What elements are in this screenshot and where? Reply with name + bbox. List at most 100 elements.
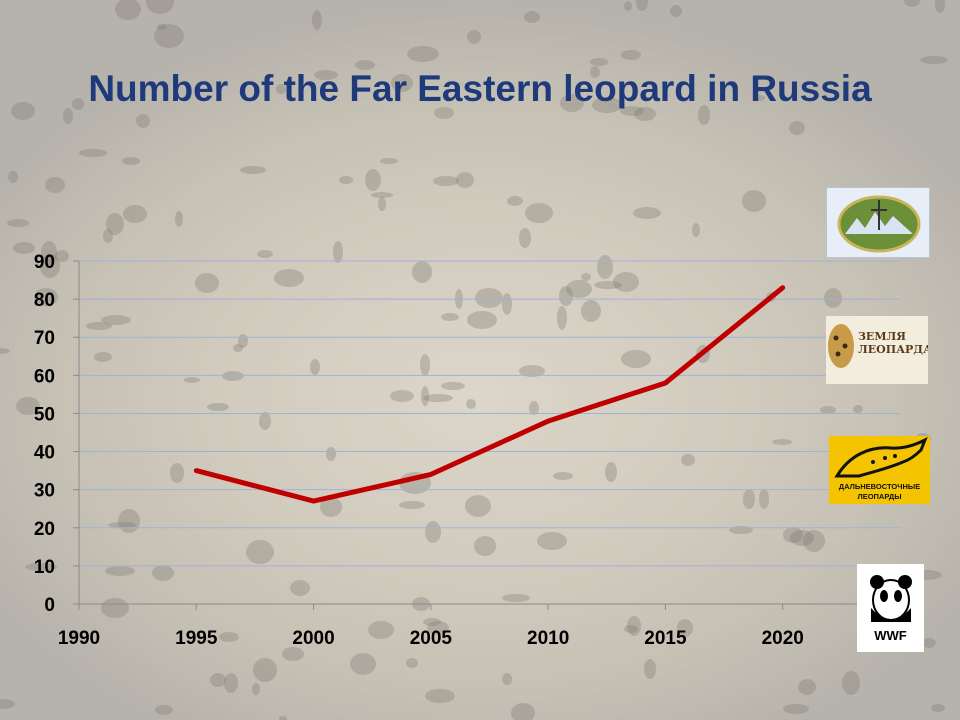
background-spot bbox=[246, 540, 274, 564]
y-tick-label: 40 bbox=[34, 443, 55, 464]
chart-title: Number of the Far Eastern leopard in Rus… bbox=[88, 68, 872, 109]
x-tick-label: 2000 bbox=[292, 628, 334, 649]
far-eastern-leopards-text-1: ДАЛЬНЕВОСТОЧНЫЕ bbox=[838, 482, 921, 491]
x-tick-label: 2020 bbox=[762, 628, 804, 649]
background-spot bbox=[368, 621, 394, 639]
background-spot bbox=[529, 401, 539, 415]
y-tick-label: 10 bbox=[34, 557, 55, 578]
background-spot bbox=[743, 489, 755, 509]
background-spot bbox=[207, 403, 229, 411]
series-line bbox=[193, 285, 786, 504]
y-tick-label: 30 bbox=[34, 481, 55, 502]
background-spot bbox=[314, 70, 338, 80]
background-spot bbox=[441, 382, 465, 390]
background-spot bbox=[772, 439, 792, 445]
background-spot bbox=[136, 114, 150, 128]
background-spot bbox=[423, 394, 453, 402]
background-spot bbox=[355, 60, 375, 70]
background-spot bbox=[34, 288, 58, 306]
x-tick-label: 2010 bbox=[527, 628, 569, 649]
x-tick-label: 2015 bbox=[644, 628, 687, 649]
data-point bbox=[311, 499, 316, 504]
background-spot bbox=[11, 102, 35, 120]
background-spot bbox=[524, 11, 540, 23]
background-spot bbox=[474, 536, 496, 556]
background-spot bbox=[106, 213, 124, 235]
x-tick-label: 1995 bbox=[175, 628, 218, 649]
background-spot bbox=[677, 619, 693, 637]
background-spot bbox=[406, 658, 418, 668]
background-spot bbox=[537, 532, 567, 550]
background-spot bbox=[742, 190, 766, 212]
background-spot bbox=[581, 273, 591, 281]
background-spot bbox=[371, 192, 393, 198]
data-point bbox=[194, 468, 199, 473]
background-spot bbox=[502, 594, 530, 602]
background-spot bbox=[146, 0, 174, 14]
background-spot bbox=[621, 50, 641, 60]
background-spot bbox=[101, 315, 131, 325]
wwf-text: WWF bbox=[874, 628, 907, 643]
background-spot bbox=[390, 390, 414, 402]
background-spot bbox=[427, 621, 449, 635]
background-spot bbox=[407, 46, 439, 62]
data-points bbox=[194, 285, 785, 504]
leopard-land-text-2: ЛЕОПАРДА bbox=[858, 343, 928, 356]
background-spot bbox=[553, 472, 573, 480]
background-spot bbox=[434, 107, 454, 119]
background-spot bbox=[152, 565, 174, 581]
background-spot bbox=[175, 211, 183, 227]
background-spot bbox=[101, 598, 129, 618]
background-spot bbox=[195, 273, 219, 293]
background-spot bbox=[8, 171, 18, 183]
background-spot bbox=[560, 94, 584, 112]
background-spot bbox=[170, 463, 184, 483]
y-tick-label: 70 bbox=[34, 328, 55, 349]
background-spot bbox=[7, 219, 29, 227]
background-spot bbox=[621, 350, 651, 368]
background-spot bbox=[72, 98, 84, 110]
background-spot bbox=[935, 0, 945, 13]
y-tick-labels: 0 10 20 30 40 50 60 70 80 90 bbox=[34, 252, 79, 616]
data-point bbox=[428, 472, 433, 477]
background-spot bbox=[421, 386, 429, 406]
background-spot bbox=[425, 689, 455, 703]
gridlines bbox=[79, 260, 900, 567]
background-spot bbox=[624, 625, 638, 633]
background-spot bbox=[466, 399, 476, 409]
background-spot bbox=[636, 0, 648, 11]
background-spot bbox=[465, 495, 491, 517]
background-spot bbox=[184, 377, 200, 383]
background-spot bbox=[475, 288, 503, 308]
far-eastern-leopards-text-2: ЛЕОПАРДЫ bbox=[857, 492, 902, 501]
data-point bbox=[780, 285, 785, 290]
x-tick-label: 1990 bbox=[58, 628, 100, 649]
background-spot bbox=[224, 673, 238, 693]
background-spot bbox=[380, 158, 398, 164]
background-spot bbox=[412, 261, 432, 283]
background-spot bbox=[922, 638, 936, 648]
background-spot bbox=[698, 105, 710, 125]
background-spot bbox=[423, 618, 441, 626]
background-spot bbox=[467, 311, 497, 329]
y-tick-label: 50 bbox=[34, 404, 55, 425]
background-spot bbox=[154, 24, 184, 48]
background-spot bbox=[519, 228, 531, 248]
background-spot bbox=[276, 84, 286, 94]
background-spot bbox=[279, 716, 287, 720]
background-spot bbox=[253, 658, 277, 682]
background-spot bbox=[502, 673, 512, 685]
background-spot bbox=[45, 177, 65, 193]
background-spot bbox=[326, 447, 336, 461]
background-spot bbox=[257, 250, 273, 258]
background-spot bbox=[282, 647, 304, 661]
background-spot bbox=[581, 300, 601, 322]
background-spot bbox=[783, 527, 803, 543]
background-spot bbox=[240, 166, 266, 174]
far-eastern-leopards-logo: ДАЛЬНЕВОСТОЧНЫЕ ЛЕОПАРДЫ bbox=[829, 436, 930, 504]
background-spot bbox=[790, 530, 814, 546]
background-spot bbox=[310, 359, 320, 375]
background-spot bbox=[803, 530, 825, 552]
